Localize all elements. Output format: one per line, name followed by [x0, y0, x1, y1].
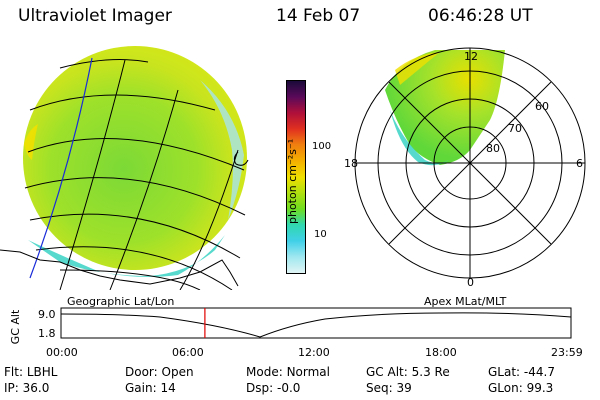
polar-uv-image: [385, 50, 505, 166]
timeline-ytick-1: 1.8: [38, 327, 56, 340]
timeline-xtick-3: 18:00: [425, 346, 457, 359]
status-gain-val: 14: [160, 381, 176, 395]
status-flt-val: LBHL: [26, 365, 58, 379]
status-gain-key: Gain:: [125, 381, 157, 395]
uv-disk: [23, 46, 247, 277]
colorbar-tick-10: 10: [314, 229, 327, 240]
status-gcalt-key: GC Alt:: [366, 365, 408, 379]
status-glat-key: GLat:: [488, 365, 521, 379]
timeline-frame: [60, 307, 572, 339]
lat-label-70: 70: [508, 122, 522, 135]
status-flt-key: Flt:: [4, 365, 23, 379]
status-gain: Gain: 14: [125, 381, 176, 395]
date-label: 14 Feb 07: [276, 6, 361, 26]
coastline-small: [233, 151, 249, 166]
altitude-curve: [60, 312, 572, 338]
timeline-xtick-0: 00:00: [46, 346, 78, 359]
mlt-label-00: 0: [467, 276, 474, 289]
status-door: Door: Open: [125, 365, 194, 379]
status-flt: Flt: LBHL: [4, 365, 57, 379]
status-ip: IP: 36.0: [4, 381, 49, 395]
time-label: 06:46:28 UT: [428, 6, 533, 26]
status-ip-val: 36.0: [22, 381, 50, 395]
mlt-label-06: 6: [576, 157, 583, 170]
status-glat-val: -44.7: [523, 365, 555, 379]
status-gcalt-val: 5.3 Re: [411, 365, 450, 379]
status-dsp-key: Dsp:: [246, 381, 274, 395]
status-glon-key: GLon:: [488, 381, 523, 395]
lat-label-60: 60: [535, 100, 549, 113]
status-glon-val: 99.3: [526, 381, 554, 395]
timeline-xtick-4: 23:59: [551, 346, 583, 359]
timeline-xtick-1: 06:00: [172, 346, 204, 359]
polar-grid: [354, 47, 586, 279]
timeline-ytick-9: 9.0: [38, 308, 56, 321]
status-glat: GLat: -44.7: [488, 365, 555, 379]
timeline-xtick-2: 12:00: [298, 346, 330, 359]
terminator-line: [29, 57, 93, 279]
colorbar-tick-100: 100: [312, 141, 332, 152]
mlt-label-12: 12: [464, 50, 478, 63]
lat-lon-grid: [24, 59, 246, 290]
coastline: [0, 249, 239, 287]
status-dsp: Dsp: -0.0: [246, 381, 300, 395]
status-door-val: Open: [161, 365, 194, 379]
status-glon: GLon: 99.3: [488, 381, 553, 395]
timeline-left-label: Geographic Lat/Lon: [67, 295, 175, 308]
status-dsp-val: -0.0: [276, 381, 301, 395]
instrument-title: Ultraviolet Imager: [18, 6, 172, 26]
timeline-axis-title: GC Alt: [9, 309, 22, 345]
geographic-image: [0, 46, 249, 290]
mlt-label-18: 18: [344, 157, 358, 170]
status-ip-key: IP:: [4, 381, 19, 395]
status-seq-val: 39: [396, 381, 412, 395]
status-door-key: Door:: [125, 365, 158, 379]
timeline-plot: [60, 307, 572, 339]
status-seq: Seq: 39: [366, 381, 412, 395]
status-seq-key: Seq:: [366, 381, 393, 395]
colorbar-unit-label: photon cm⁻²s⁻¹: [286, 138, 299, 224]
status-gcalt: GC Alt: 5.3 Re: [366, 365, 450, 379]
status-mode: Mode: Normal: [246, 365, 330, 379]
status-mode-val: Normal: [286, 365, 330, 379]
timeline-right-label: Apex MLat/MLT: [424, 295, 507, 308]
colorbar: [286, 80, 306, 274]
lat-label-80: 80: [486, 142, 500, 155]
polar-plot: 12 18 6 0 80 70 60: [344, 47, 586, 289]
status-mode-key: Mode:: [246, 365, 283, 379]
